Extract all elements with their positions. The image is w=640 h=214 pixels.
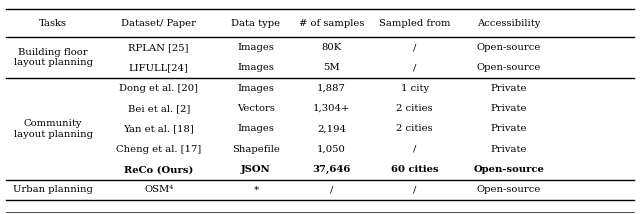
Text: 1,304+: 1,304+ [313, 104, 350, 113]
Text: *: * [253, 185, 259, 195]
Text: Images: Images [237, 84, 275, 93]
Text: /: / [330, 185, 333, 195]
Text: Open-source: Open-source [477, 185, 541, 195]
Text: 1,050: 1,050 [317, 145, 346, 154]
Text: Cheng et al. [17]: Cheng et al. [17] [116, 145, 202, 154]
Text: 2 cities: 2 cities [396, 104, 433, 113]
Text: Open-source: Open-source [477, 63, 541, 73]
Text: Images: Images [237, 124, 275, 134]
Text: Accessibility: Accessibility [477, 18, 541, 28]
Text: Sampled from: Sampled from [379, 18, 451, 28]
Text: 5M: 5M [323, 63, 340, 73]
Text: 37,646: 37,646 [312, 165, 351, 174]
Text: RPLAN [25]: RPLAN [25] [129, 43, 189, 52]
Text: Open-source: Open-source [474, 165, 544, 174]
Text: Private: Private [490, 84, 527, 93]
Text: 1,887: 1,887 [317, 84, 346, 93]
Text: 80K: 80K [321, 43, 342, 52]
Text: Vectors: Vectors [237, 104, 275, 113]
Text: LIFULL[24]: LIFULL[24] [129, 63, 189, 73]
Text: Urban planning: Urban planning [13, 185, 93, 195]
Text: 2,194: 2,194 [317, 124, 346, 134]
Text: Images: Images [237, 63, 275, 73]
Text: 60 cities: 60 cities [391, 165, 438, 174]
Text: 1 city: 1 city [401, 84, 429, 93]
Text: 2 cities: 2 cities [396, 124, 433, 134]
Text: JSON: JSON [241, 165, 271, 174]
Text: # of samples: # of samples [299, 18, 364, 28]
Text: Dong et al. [20]: Dong et al. [20] [119, 84, 198, 93]
Text: Tasks: Tasks [39, 18, 67, 28]
Text: OSM⁴: OSM⁴ [144, 185, 173, 195]
Text: ReCo (Ours): ReCo (Ours) [124, 165, 193, 174]
Text: Dataset/ Paper: Dataset/ Paper [121, 18, 196, 28]
Text: Images: Images [237, 43, 275, 52]
Text: Yan et al. [18]: Yan et al. [18] [124, 124, 194, 134]
Text: /: / [413, 63, 417, 73]
Text: Data type: Data type [232, 18, 280, 28]
Text: Bei et al. [2]: Bei et al. [2] [127, 104, 190, 113]
Text: Private: Private [490, 104, 527, 113]
Text: Private: Private [490, 124, 527, 134]
Text: Community
layout planning: Community layout planning [13, 119, 93, 139]
Text: Building floor
layout planning: Building floor layout planning [13, 48, 93, 67]
Text: /: / [413, 43, 417, 52]
Text: Shapefile: Shapefile [232, 145, 280, 154]
Text: /: / [413, 145, 417, 154]
Text: Open-source: Open-source [477, 43, 541, 52]
Text: /: / [413, 185, 417, 195]
Text: Private: Private [490, 145, 527, 154]
